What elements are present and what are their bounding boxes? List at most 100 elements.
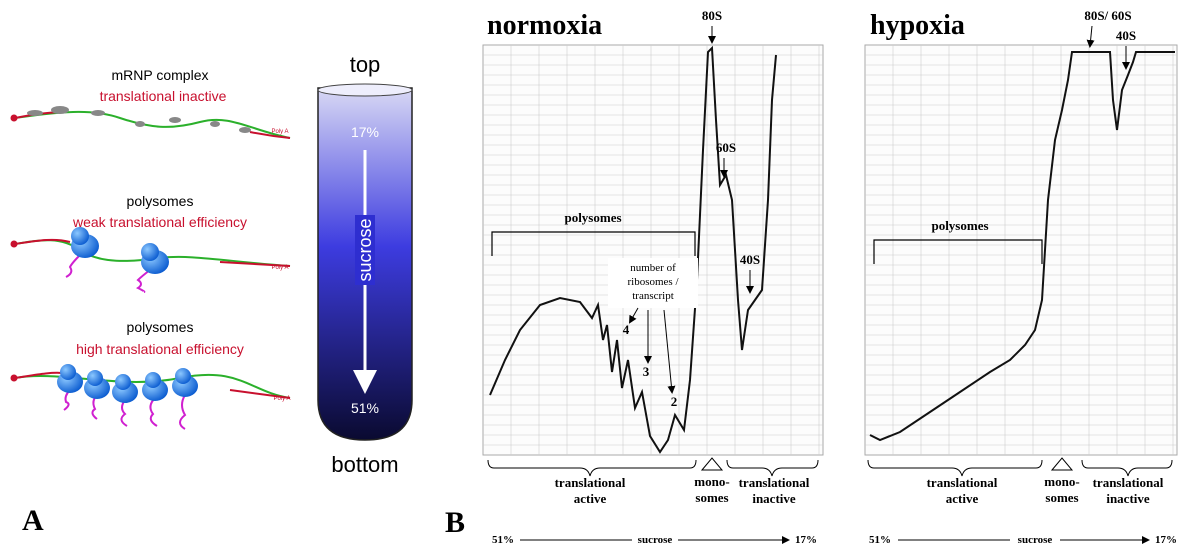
trace (869, 51, 1175, 442)
shape (91, 110, 105, 116)
shape (219, 261, 291, 267)
note: transcript (632, 290, 674, 302)
region: active (946, 491, 979, 506)
region: somes (1045, 490, 1078, 505)
shape (115, 374, 131, 390)
shape (87, 370, 103, 386)
ribosome-count: 3 (643, 364, 650, 379)
high-title: polysomes (127, 319, 194, 335)
bracket (491, 231, 696, 256)
shape (136, 269, 151, 293)
shape (10, 374, 18, 382)
triangle (700, 457, 724, 471)
title: hypoxia (870, 10, 965, 41)
shape (141, 243, 159, 261)
group (27, 106, 251, 133)
tube-bottom: bottom (331, 452, 398, 477)
region: inactive (752, 491, 796, 506)
shape (27, 110, 43, 116)
bracket-label: polysomes (931, 218, 988, 233)
weak-title: polysomes (127, 193, 194, 209)
region: somes (695, 490, 728, 505)
region: mono- (694, 474, 729, 489)
shape (14, 371, 63, 379)
chart-paper (482, 44, 824, 456)
region: inactive (1106, 491, 1150, 506)
shape (120, 399, 128, 427)
note-bg (608, 258, 698, 308)
poly-a: Poly A (271, 129, 288, 135)
high-subtitle: high translational efficiency (76, 341, 244, 357)
shape (179, 394, 187, 430)
brace (1081, 459, 1173, 477)
shape (149, 397, 158, 427)
peak-label: 80S/ 60S (1084, 8, 1131, 23)
brace (726, 459, 819, 477)
shape (14, 110, 291, 139)
shape (663, 309, 676, 394)
brace (867, 459, 1043, 477)
group: number of ribosomes / transcript (627, 262, 679, 302)
group: 51% sucrose 17% (869, 534, 1177, 546)
shape (71, 227, 89, 245)
axis-label: sucrose (1018, 534, 1053, 546)
shape (1086, 25, 1095, 48)
shape (239, 127, 251, 133)
mrnp-title: mRNP complex (112, 67, 209, 83)
shape (629, 307, 639, 324)
triangle (1050, 457, 1074, 471)
shape (51, 106, 69, 114)
bracket-label: polysomes (564, 210, 621, 225)
axis-label: 17% (1155, 534, 1177, 546)
tube-axis: sucrose (355, 218, 375, 281)
group: 51% sucrose 17% (492, 534, 817, 546)
axis-label: sucrose (638, 534, 673, 546)
shape (10, 240, 18, 248)
panel-a: mRNP complex translational inactive Poly… (10, 52, 413, 537)
shape (65, 254, 81, 278)
shape (175, 368, 191, 384)
chart-paper (864, 44, 1178, 456)
shape (355, 215, 375, 285)
shape (229, 389, 291, 399)
poly-a: Poly A (273, 396, 290, 402)
region: translational (1093, 475, 1164, 490)
tube-top: top (350, 52, 381, 77)
panel-b: B normoxia 80S 60S 40S polysomes number … (445, 8, 1178, 546)
peak-label: 80S (702, 8, 722, 23)
ribosome-count: 2 (671, 394, 678, 409)
shape (145, 372, 161, 388)
region: translational (555, 475, 626, 490)
bracket (873, 239, 1043, 264)
region: mono- (1044, 474, 1079, 489)
tube-bottom-pct: 51% (351, 400, 379, 416)
axis-label: 51% (492, 534, 514, 546)
brace (487, 459, 697, 477)
group (57, 364, 198, 403)
panel-label: B (445, 506, 465, 539)
shape (317, 83, 413, 97)
shape (169, 117, 181, 123)
ribosome-count: 4 (623, 322, 630, 337)
peak-label: 40S (1116, 28, 1136, 43)
region: active (574, 491, 607, 506)
peak-label: 60S (716, 140, 736, 155)
region: translational (739, 475, 810, 490)
axis-label: 51% (869, 534, 891, 546)
weak-subtitle: weak translational efficiency (72, 214, 247, 230)
shape (249, 131, 291, 139)
shape (63, 389, 71, 411)
poly-a: Poly A (271, 265, 288, 271)
axis-label: 17% (795, 534, 817, 546)
shape (10, 114, 18, 122)
shape (60, 364, 76, 380)
note: ribosomes / (627, 276, 679, 288)
mrnp-subtitle: translational inactive (100, 88, 227, 104)
title: normoxia (487, 10, 602, 41)
peak-label: 40S (740, 252, 760, 267)
panel-label: A (22, 504, 44, 537)
region: translational (927, 475, 998, 490)
tube-top-pct: 17% (351, 124, 379, 140)
note: number of (630, 262, 676, 274)
